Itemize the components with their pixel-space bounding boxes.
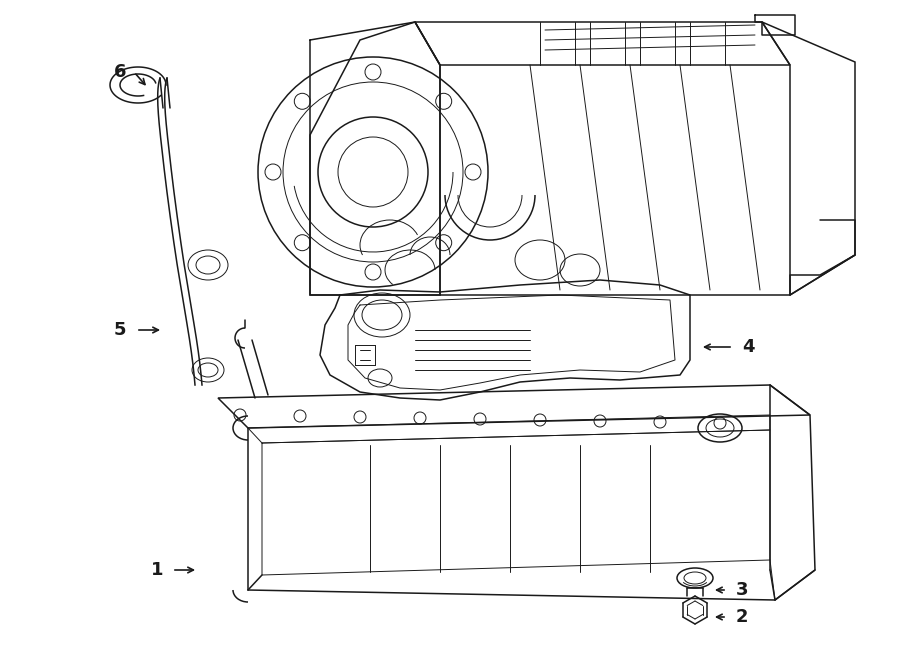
Text: 5: 5	[113, 321, 126, 339]
Text: 3: 3	[736, 581, 748, 599]
Text: 6: 6	[113, 63, 126, 81]
Text: 4: 4	[742, 338, 754, 356]
Text: 2: 2	[736, 608, 748, 626]
Text: 1: 1	[151, 561, 163, 579]
